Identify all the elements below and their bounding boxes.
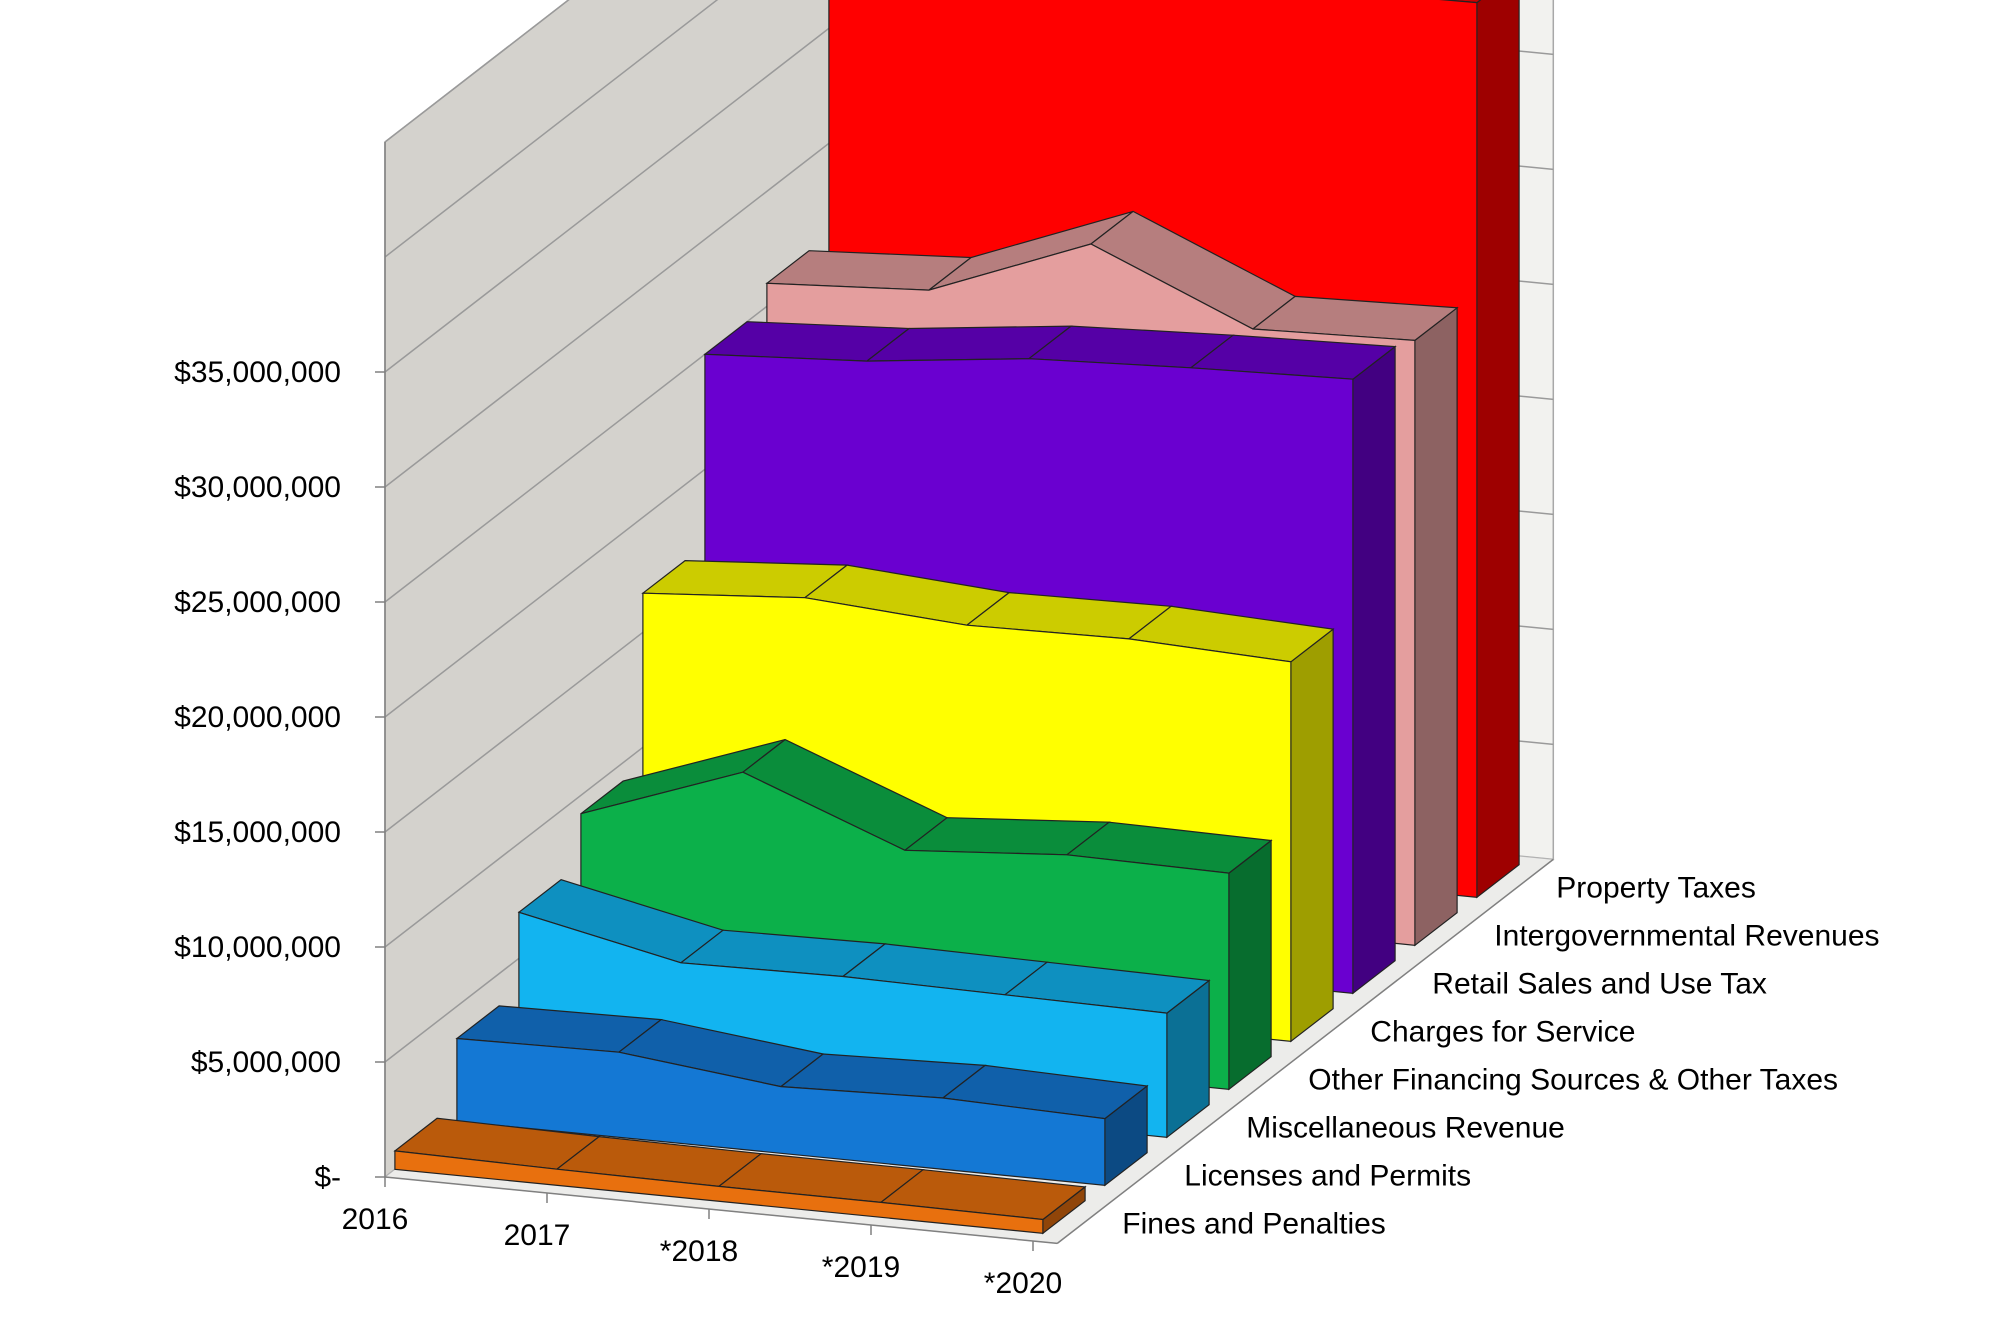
- series-label: Licenses and Permits: [1184, 1159, 1471, 1192]
- ribbon-front-face: [394, 1150, 1044, 1234]
- gridline: [384, 0, 719, 258]
- y-tick-label: $25,000,000: [174, 586, 341, 619]
- x-axis-tick-labels: 2016 2017 *2018 *2019 *2020: [342, 1203, 1063, 1300]
- y-tick-label: $-: [314, 1161, 341, 1194]
- depth-axis-line: [1056, 858, 1554, 1244]
- series-label: Property Taxes: [1556, 871, 1756, 904]
- series-label: Intergovernmental Revenues: [1494, 919, 1879, 952]
- x-tick-label: 2016: [342, 1203, 409, 1236]
- ribbon-front-face: [456, 1037, 1106, 1186]
- ribbon-end-face: [1290, 627, 1334, 1043]
- x-tick-label: *2018: [660, 1235, 738, 1268]
- depth-axis-series-labels: Fines and Penalties Licenses and Permits M…: [1122, 871, 1879, 1240]
- series-label: Other Financing Sources & Other Taxes: [1308, 1063, 1838, 1096]
- y-axis-tick-labels: $- $5,000,000 $10,000,000 $15,000,000 $20,00…: [174, 356, 341, 1194]
- series-ribbon: [393, 1117, 1087, 1235]
- series-label: Fines and Penalties: [1122, 1207, 1386, 1240]
- x-tick-label: *2020: [984, 1267, 1062, 1300]
- x-tick-label: *2019: [822, 1251, 900, 1284]
- y-tick-label: $10,000,000: [174, 931, 341, 964]
- series-ribbons: [393, 0, 1520, 1235]
- ribbon-end-face: [1414, 306, 1458, 947]
- ribbon-end-face: [1476, 0, 1520, 899]
- gridline: [384, 0, 570, 143]
- series-label: Retail Sales and Use Tax: [1432, 967, 1767, 1000]
- y-tick-label: $30,000,000: [174, 471, 341, 504]
- ribbon-end-face: [1352, 345, 1396, 995]
- y-tick-label: $20,000,000: [174, 701, 341, 734]
- ribbon-end-face: [1228, 839, 1272, 1091]
- series-label: Charges for Service: [1370, 1015, 1635, 1048]
- axes: [375, 142, 1554, 1251]
- series-ribbon: [455, 1005, 1149, 1187]
- y-tick-label: $35,000,000: [174, 356, 341, 389]
- series-label: Miscellaneous Revenue: [1246, 1111, 1565, 1144]
- y-tick-label: $15,000,000: [174, 816, 341, 849]
- x-tick-label: 2017: [504, 1219, 571, 1252]
- x-axis-line: [384, 1176, 1058, 1245]
- y-tick-label: $5,000,000: [191, 1046, 341, 1079]
